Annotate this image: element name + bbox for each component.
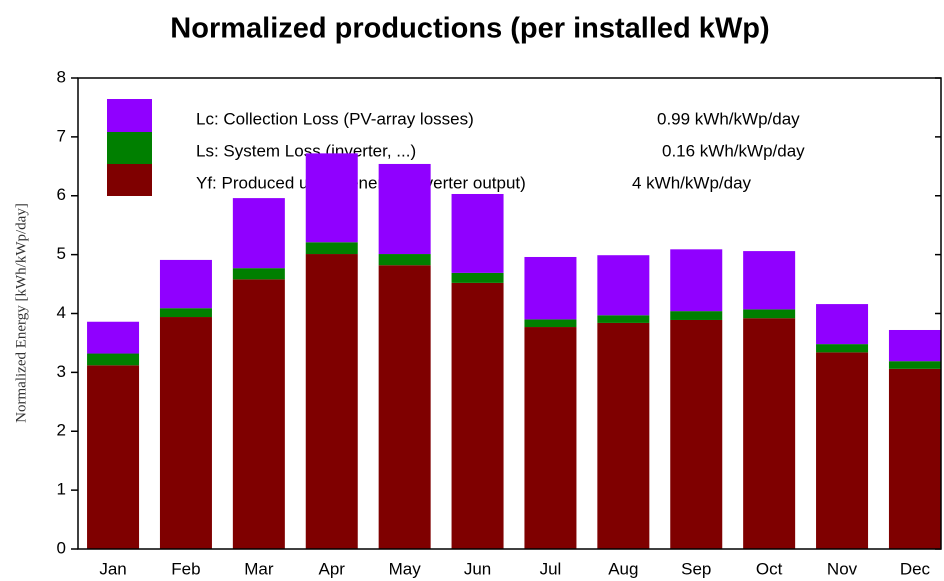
x-tick-label: Jan <box>99 559 126 578</box>
bar-segment <box>743 251 796 310</box>
bar-segment <box>597 315 650 323</box>
bar-segment <box>451 282 504 549</box>
x-tick-label: Jun <box>464 559 491 578</box>
bar-segment <box>524 256 577 320</box>
legend-label: Lc: Collection Loss (PV-array losses) <box>196 109 474 128</box>
legend-label: Yf: Produced useful energy (inverter out… <box>196 173 526 192</box>
bar-segment <box>816 304 869 345</box>
y-tick-label: 5 <box>57 244 66 263</box>
bar-segment <box>159 308 212 318</box>
y-tick-label: 3 <box>57 362 66 381</box>
bar-segment <box>888 329 941 362</box>
bar-segment <box>816 344 869 353</box>
x-tick-label: Jul <box>540 559 562 578</box>
bar-segment <box>159 317 212 549</box>
y-tick-label: 8 <box>57 67 66 86</box>
legend-swatch <box>107 99 152 132</box>
legend-summary: 4 kWh/kWp/day <box>632 173 752 192</box>
y-axis-label: Normalized Energy [kWh/kWp/day] <box>13 203 29 423</box>
bar-segment <box>451 272 504 283</box>
bar-segment <box>670 319 723 549</box>
bar-segment <box>87 365 140 549</box>
legend-summary: 0.16 kWh/kWp/day <box>662 141 805 160</box>
bar-segment <box>305 254 358 549</box>
x-tick-label: Apr <box>319 559 346 578</box>
y-tick-label: 6 <box>57 185 66 204</box>
bar-segment <box>670 249 723 312</box>
x-tick-label: Dec <box>900 559 931 578</box>
bar-segment <box>524 319 577 328</box>
x-tick-label: Aug <box>608 559 638 578</box>
legend-swatch <box>107 131 152 164</box>
bar-segment <box>305 153 358 243</box>
bar-segment <box>305 242 358 255</box>
bar-segment <box>232 279 285 549</box>
bar-segment <box>597 322 650 549</box>
bar-segment <box>524 327 577 549</box>
x-tick-label: Feb <box>171 559 200 578</box>
bar-segment <box>743 318 796 549</box>
bar-segment <box>378 163 431 255</box>
bar-segment <box>232 268 285 280</box>
bar-segment <box>451 193 504 273</box>
bar-segment <box>87 321 140 354</box>
legend-swatch <box>107 163 152 196</box>
bar-segment <box>816 352 869 549</box>
bar-segment <box>378 265 431 549</box>
y-tick-label: 0 <box>57 538 66 557</box>
bar-segment <box>670 311 723 320</box>
x-tick-label: Sep <box>681 559 711 578</box>
bar-segment <box>888 361 941 369</box>
y-tick-label: 1 <box>57 480 66 499</box>
x-tick-label: Nov <box>827 559 858 578</box>
x-tick-label: Mar <box>244 559 274 578</box>
bar-segment <box>87 353 140 366</box>
bar-segment <box>597 255 650 316</box>
bar-segment <box>232 198 285 269</box>
x-tick-label: May <box>389 559 422 578</box>
legend-label: Ls: System Loss (inverter, ...) <box>196 141 416 160</box>
y-tick-label: 4 <box>57 303 66 322</box>
plot-frame <box>77 77 942 550</box>
y-tick-label: 7 <box>57 126 66 145</box>
x-tick-label: Oct <box>756 559 783 578</box>
chart-title: Normalized productions (per installed kW… <box>170 13 769 45</box>
bar-segment <box>159 259 212 309</box>
bar-segment <box>743 309 796 319</box>
y-tick-label: 2 <box>57 421 66 440</box>
legend-summary: 0.99 kWh/kWp/day <box>657 109 800 128</box>
bar-segment <box>888 368 941 549</box>
bar-segment <box>378 254 431 266</box>
